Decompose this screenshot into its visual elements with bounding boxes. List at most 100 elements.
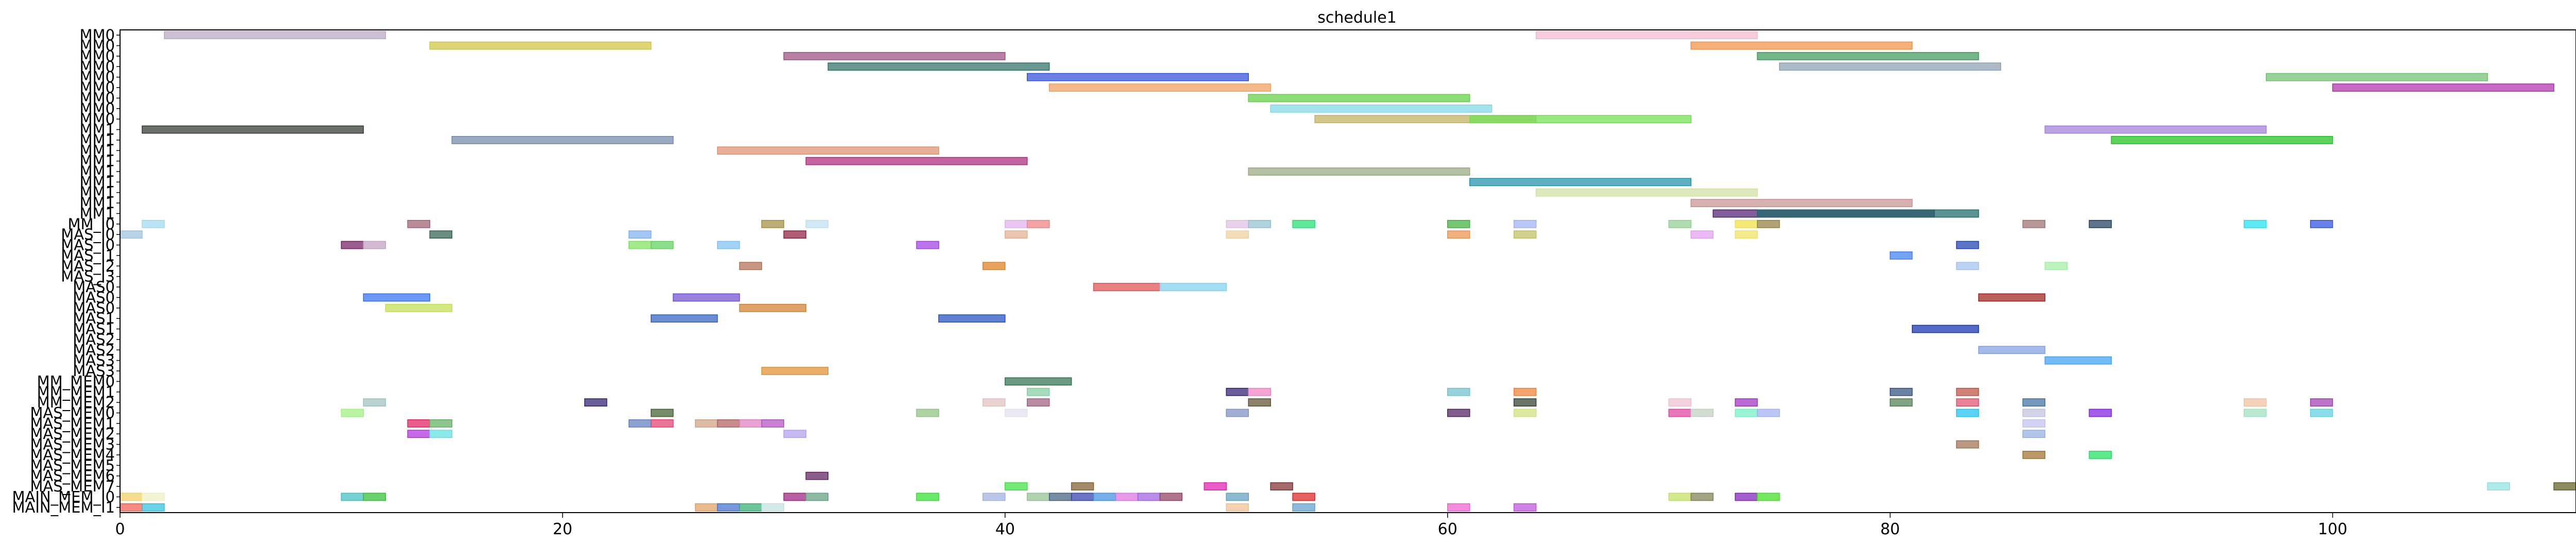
y-tick-label: MAS_I0 xyxy=(61,226,115,243)
task-bar xyxy=(164,31,386,40)
task-bar xyxy=(717,419,740,428)
task-bar xyxy=(805,219,829,228)
task-bars xyxy=(120,31,2576,512)
task-bar xyxy=(2487,482,2510,490)
task-bar xyxy=(739,419,762,428)
task-bar xyxy=(1005,219,1028,228)
task-bar xyxy=(1889,251,1913,260)
task-bar xyxy=(717,503,740,512)
task-bar xyxy=(2244,409,2267,417)
y-tick-label: MAS2 xyxy=(73,341,115,359)
x-tick-label: 60 xyxy=(1438,520,1458,538)
task-bar xyxy=(761,367,829,375)
x-tick-label: 0 xyxy=(115,520,125,538)
y-tick-label: MAS3 xyxy=(73,352,115,369)
task-bar xyxy=(2310,398,2333,406)
y-tick-label: MM_MEM1 xyxy=(37,383,115,401)
y-tick-label: MM0 xyxy=(80,100,115,117)
task-bar xyxy=(1270,482,1293,490)
task-bar xyxy=(717,146,939,155)
task-bar xyxy=(805,493,829,501)
task-bar xyxy=(1757,493,1780,501)
x-tick-label: 20 xyxy=(553,520,572,538)
task-bar xyxy=(1690,41,1913,50)
task-bar xyxy=(1956,398,1979,406)
x-tick-label: 40 xyxy=(995,520,1015,538)
task-bar xyxy=(451,136,674,144)
task-bar xyxy=(1159,283,1227,291)
task-bar xyxy=(1226,409,1249,417)
y-tick-label: MAS1 xyxy=(73,320,115,338)
task-bar xyxy=(407,419,430,428)
task-bar xyxy=(938,314,1006,323)
task-bar xyxy=(629,230,652,239)
y-tick-label: MAIN_MEM_I0 xyxy=(12,488,115,505)
task-bar xyxy=(2244,398,2267,406)
y-tick-label: MM0 xyxy=(80,79,115,96)
task-bar xyxy=(629,419,652,428)
task-bar xyxy=(2022,451,2046,459)
y-tick-label: MM1 xyxy=(80,163,115,180)
task-bar xyxy=(1447,387,1470,396)
task-bar xyxy=(1535,31,1758,40)
task-bar xyxy=(1690,493,1714,501)
task-bar xyxy=(1889,398,1913,406)
y-tick-label: MAS_MEM4 xyxy=(30,446,115,464)
y-tick-label: MM0 xyxy=(80,89,115,107)
task-bar xyxy=(761,219,785,228)
y-tick-label: MAS_MEM6 xyxy=(30,467,115,485)
y-tick-label: MM1 xyxy=(80,194,115,212)
y-tick-label: MM1 xyxy=(80,173,115,191)
task-bar xyxy=(1513,387,1537,396)
task-bar xyxy=(1248,398,1271,406)
task-bar xyxy=(1248,167,1470,176)
task-bar xyxy=(1248,387,1271,396)
task-bar xyxy=(1071,482,1094,490)
task-bar xyxy=(1226,493,1249,501)
y-tick-label: MM0 xyxy=(80,47,115,65)
task-bar xyxy=(584,398,607,406)
y-tick-label: MAS_I3 xyxy=(61,268,115,285)
y-tick-label: MAS_MEM1 xyxy=(30,415,115,432)
task-bar xyxy=(363,293,430,302)
task-bar xyxy=(1735,398,1758,406)
task-bar xyxy=(1889,387,1913,396)
x-tick-label: 100 xyxy=(2318,520,2347,538)
task-bar xyxy=(1447,409,1470,417)
task-bar xyxy=(650,241,674,249)
y-tick-label: MAS0 xyxy=(73,289,115,306)
task-bar xyxy=(672,293,740,302)
task-bar xyxy=(1690,199,1913,207)
task-bar xyxy=(2022,409,2046,417)
task-bar xyxy=(429,230,452,239)
task-bar xyxy=(1956,262,1979,270)
task-bar xyxy=(1226,503,1249,512)
task-bar xyxy=(1027,493,1050,501)
task-bar xyxy=(783,493,807,501)
task-bar xyxy=(1735,230,1758,239)
y-tick-label: MAS0 xyxy=(73,278,115,296)
task-bar xyxy=(1735,219,1758,228)
y-tick-label: MAS_MEM0 xyxy=(30,404,115,421)
task-bar xyxy=(1513,219,1537,228)
task-bar xyxy=(429,430,452,438)
task-bar xyxy=(142,219,165,228)
y-tick-label: MM0 xyxy=(80,37,115,55)
task-bar xyxy=(805,157,1028,165)
task-bar xyxy=(1159,493,1183,501)
y-tick-label: MM_MEM2 xyxy=(37,394,115,411)
task-bar xyxy=(1757,52,1979,60)
task-bar xyxy=(629,241,652,249)
y-tick-label: MAS1 xyxy=(73,310,115,327)
y-tick-label: MAS_MEM2 xyxy=(30,425,115,443)
y-tick-label: MM0 xyxy=(80,26,115,44)
task-bar xyxy=(1048,83,1271,92)
y-tick-label: MM1 xyxy=(80,131,115,149)
task-bar xyxy=(783,230,807,239)
task-bar xyxy=(2089,451,2112,459)
task-bar xyxy=(363,398,386,406)
task-bar xyxy=(1956,387,1979,396)
task-bar xyxy=(694,503,718,512)
y-tick-label: MAIN_MEM_I1 xyxy=(12,499,115,516)
